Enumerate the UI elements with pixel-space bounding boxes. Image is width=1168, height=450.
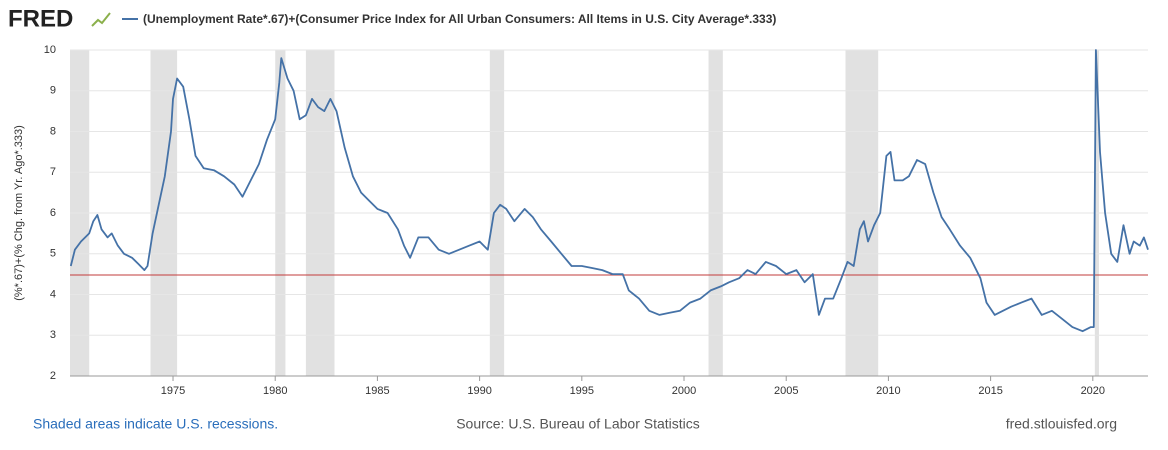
brand-logo: FRED [8,5,73,32]
x-tick-label: 1990 [467,385,491,397]
y-tick-label: 2 [50,370,56,382]
footer-site: fred.stlouisfed.org [1006,416,1117,432]
y-tick-label: 8 [50,125,56,137]
series-line [69,49,1149,333]
y-tick-label: 7 [50,166,56,178]
x-tick-label: 2015 [978,385,1002,397]
x-tick-label: 2000 [672,385,696,397]
legend-label: (Unemployment Rate*.67)+(Consumer Price … [143,12,776,26]
y-tick-label: 3 [50,329,56,341]
footer-source: Source: U.S. Bureau of Labor Statistics [456,416,700,432]
x-tick-label: 1980 [263,385,287,397]
x-tick-label: 1995 [570,385,594,397]
x-tick-label: 2010 [876,385,900,397]
footer-note[interactable]: Shaded areas indicate U.S. recessions. [33,416,278,432]
y-tick-label: 10 [44,44,56,56]
x-tick-label: 1975 [161,385,185,397]
x-tick-label: 1985 [365,385,389,397]
x-tick-label: 2005 [774,385,798,397]
y-tick-label: 4 [50,288,56,300]
y-axis-title: (%*.67)+(% Chg. from Yr. Ago*.333) [13,125,25,301]
y-tick-label: 5 [50,248,56,260]
x-tick-label: 2020 [1081,385,1105,397]
y-tick-label: 6 [50,207,56,219]
y-tick-label: 9 [50,85,56,97]
logo-icon [91,12,111,27]
